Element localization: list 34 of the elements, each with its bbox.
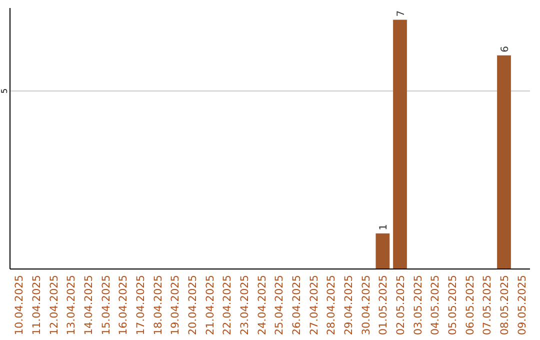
x-tick-label: 02.05.2025 bbox=[395, 275, 407, 336]
x-tick-label: 20.04.2025 bbox=[187, 275, 199, 336]
x-tick-label: 05.05.2025 bbox=[447, 275, 459, 336]
data-label: 6 bbox=[500, 46, 511, 52]
x-tick-label: 27.04.2025 bbox=[308, 275, 320, 336]
x-tick-label: 28.04.2025 bbox=[326, 275, 338, 336]
x-tick-label: 08.05.2025 bbox=[499, 275, 511, 336]
x-tick-label: 23.04.2025 bbox=[239, 275, 251, 336]
x-tick-label: 25.04.2025 bbox=[274, 275, 286, 336]
x-tick-label: 16.04.2025 bbox=[118, 275, 130, 336]
x-tick-label: 17.04.2025 bbox=[135, 275, 147, 336]
y-tick-label: 5 bbox=[0, 88, 9, 94]
x-tick-label: 10.04.2025 bbox=[14, 275, 26, 336]
data-label: 1 bbox=[378, 224, 390, 230]
x-tick-label: 14.04.2025 bbox=[83, 275, 95, 336]
x-tick-label: 13.04.2025 bbox=[66, 275, 78, 336]
x-tick-label: 29.04.2025 bbox=[343, 275, 355, 336]
x-tick-label: 04.05.2025 bbox=[430, 275, 442, 336]
x-tick-label: 26.04.2025 bbox=[291, 275, 303, 336]
x-tick-label: 11.04.2025 bbox=[31, 275, 43, 336]
data-label: 7 bbox=[396, 10, 407, 17]
x-tick-label: 30.04.2025 bbox=[360, 275, 372, 336]
x-tick-label: 19.04.2025 bbox=[170, 275, 182, 336]
x-tick-label: 01.05.2025 bbox=[378, 275, 390, 336]
x-tick-label: 06.05.2025 bbox=[464, 275, 476, 336]
x-tick-label: 18.04.2025 bbox=[152, 275, 164, 336]
x-tick-label: 12.04.2025 bbox=[48, 275, 60, 336]
x-tick-label: 03.05.2025 bbox=[412, 275, 424, 336]
x-tick-label: 22.04.2025 bbox=[222, 275, 234, 336]
x-tick-label: 07.05.2025 bbox=[482, 275, 494, 336]
x-tick-label: 15.04.2025 bbox=[100, 275, 112, 336]
x-tick-label: 21.04.2025 bbox=[204, 275, 216, 336]
x-tick-label: 09.05.2025 bbox=[516, 275, 528, 336]
x-tick-label: 24.04.2025 bbox=[256, 275, 268, 336]
